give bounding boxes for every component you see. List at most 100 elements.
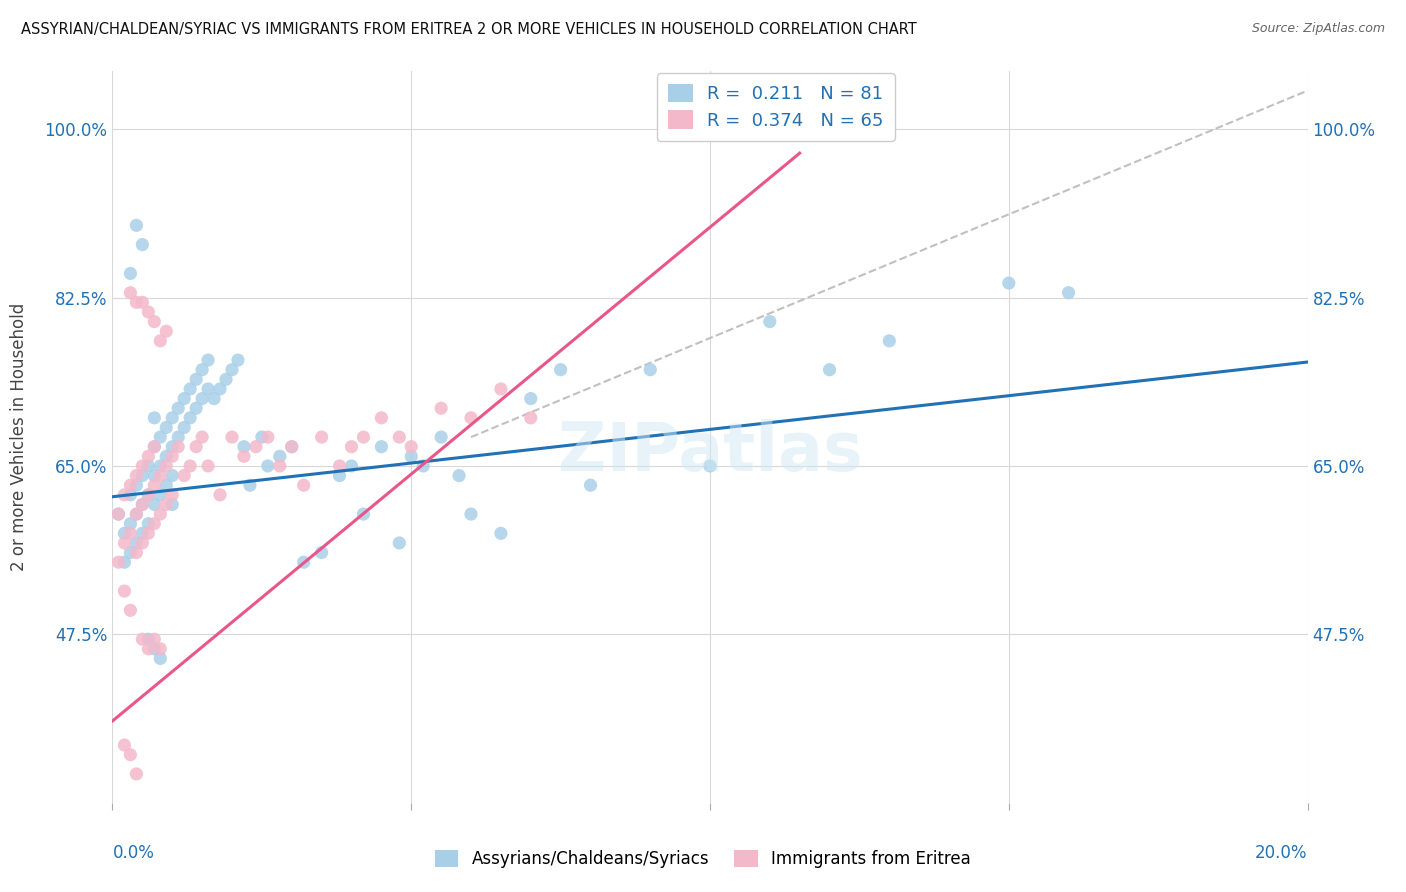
Point (120, 478, 142, 492)
Point (143, 632, 166, 647)
Point (149, 458, 172, 473)
Point (340, 458, 363, 473)
Point (114, 584, 135, 599)
Point (179, 410, 201, 425)
Point (114, 488, 135, 502)
Point (155, 324, 177, 338)
Point (143, 468, 166, 483)
Point (138, 305, 160, 319)
Point (107, 507, 129, 521)
Point (269, 458, 291, 473)
Point (138, 488, 160, 502)
Point (143, 641, 166, 656)
Text: 0.0%: 0.0% (112, 845, 155, 863)
Point (460, 410, 482, 425)
Point (167, 440, 190, 454)
Point (640, 362, 662, 376)
Point (107, 555, 129, 569)
Point (149, 430, 172, 444)
Point (489, 382, 512, 396)
Text: Source: ZipAtlas.com: Source: ZipAtlas.com (1251, 22, 1385, 36)
Point (233, 440, 256, 454)
Point (114, 526, 135, 541)
Point (370, 440, 392, 454)
Point (430, 430, 453, 444)
Point (699, 458, 721, 473)
Point (226, 353, 249, 368)
Point (131, 632, 153, 647)
Point (759, 315, 782, 329)
Point (269, 450, 291, 464)
Point (257, 458, 280, 473)
Point (191, 430, 214, 444)
Point (131, 526, 153, 541)
Point (250, 430, 273, 444)
Point (186, 440, 208, 454)
Point (460, 507, 482, 521)
Point (579, 478, 602, 492)
Point (131, 458, 153, 473)
Point (550, 362, 572, 376)
Point (120, 488, 142, 502)
Point (191, 362, 214, 376)
Point (149, 488, 172, 502)
Point (131, 468, 153, 483)
Point (1057, 285, 1080, 300)
Point (138, 516, 160, 531)
Point (131, 237, 153, 252)
Point (197, 458, 219, 473)
Point (155, 478, 177, 492)
Point (173, 420, 195, 434)
Point (239, 478, 262, 492)
Point (215, 372, 238, 386)
Point (162, 498, 183, 512)
Point (292, 555, 315, 569)
Point (209, 488, 232, 502)
Point (388, 430, 411, 444)
Point (114, 536, 135, 550)
Point (155, 498, 177, 512)
Point (149, 507, 172, 521)
Point (131, 536, 153, 550)
Point (125, 545, 148, 559)
Point (125, 219, 148, 233)
Point (353, 507, 375, 521)
Point (120, 285, 142, 300)
Point (162, 468, 183, 483)
Point (209, 382, 232, 396)
Point (149, 468, 172, 483)
Point (329, 458, 352, 473)
Point (186, 372, 208, 386)
Point (162, 488, 183, 502)
Point (412, 458, 434, 473)
Point (173, 392, 195, 406)
Point (138, 458, 160, 473)
Point (125, 468, 148, 483)
Point (125, 507, 148, 521)
Point (281, 440, 304, 454)
Point (162, 440, 183, 454)
Point (143, 440, 166, 454)
Point (120, 267, 142, 281)
Point (143, 315, 166, 329)
Point (257, 430, 280, 444)
Point (245, 440, 267, 454)
Point (401, 440, 423, 454)
Point (149, 651, 172, 665)
Point (520, 392, 543, 406)
Point (191, 392, 214, 406)
Point (143, 410, 166, 425)
Text: ZIPatlas: ZIPatlas (558, 418, 862, 484)
Point (281, 440, 304, 454)
Point (131, 295, 153, 310)
Point (120, 747, 142, 762)
Point (120, 526, 142, 541)
Point (202, 392, 225, 406)
Point (131, 498, 153, 512)
Point (233, 450, 256, 464)
Point (221, 362, 243, 376)
Point (998, 276, 1021, 290)
Point (125, 295, 148, 310)
Point (138, 450, 160, 464)
Point (138, 526, 160, 541)
